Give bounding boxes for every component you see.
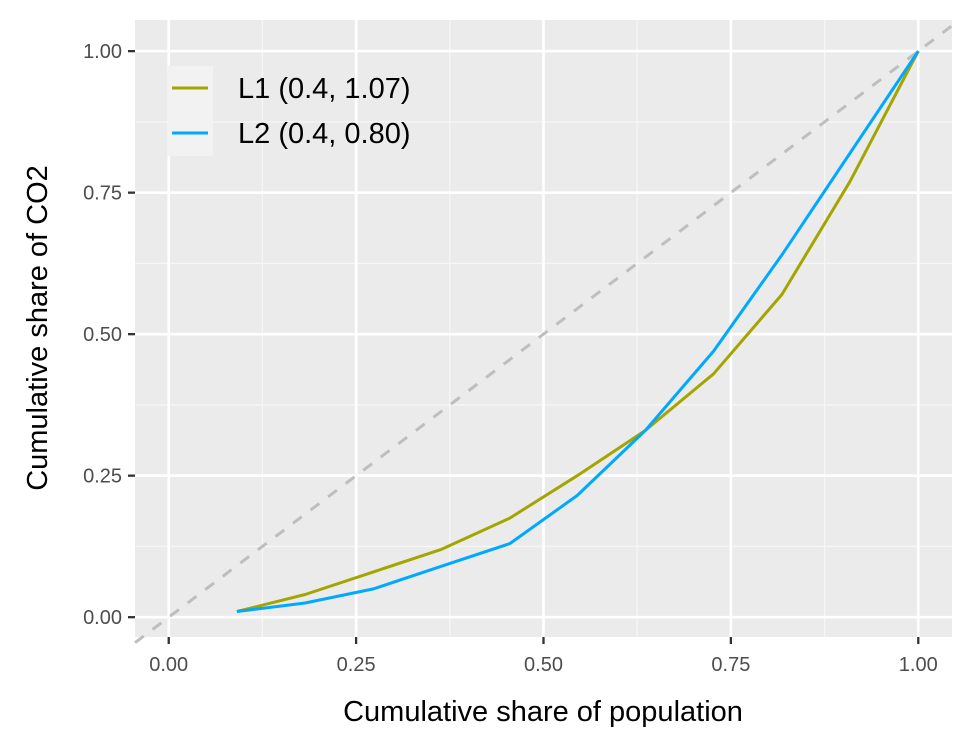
y-tick-label: 0.50	[83, 324, 122, 346]
y-tick-label: 0.25	[83, 466, 122, 488]
legend-label-2: L2 (0.4, 0.80)	[238, 118, 411, 150]
legend: L1 (0.4, 1.07) L2 (0.4, 0.80)	[167, 66, 411, 156]
x-tick-label: 0.00	[149, 654, 188, 676]
x-axis: 0.00 0.25 0.50 0.75 1.00	[149, 637, 938, 676]
y-axis: 0.00 0.25 0.50 0.75 1.00	[83, 41, 135, 629]
legend-label-1: L1 (0.4, 1.07)	[238, 73, 411, 105]
legend-background	[167, 66, 213, 156]
x-axis-title: Cumulative share of population	[343, 696, 743, 728]
x-tick-label: 0.50	[524, 654, 563, 676]
y-axis-title: Cumulative share of CO2	[22, 165, 54, 491]
y-tick-label: 1.00	[83, 41, 122, 63]
x-tick-label: 1.00	[899, 654, 938, 676]
x-tick-label: 0.25	[337, 654, 376, 676]
y-tick-label: 0.00	[83, 607, 122, 629]
series-line-1	[236, 50, 920, 613]
equality-reference-line	[134, 24, 953, 644]
series-line-2	[236, 50, 920, 613]
x-tick-label: 0.75	[711, 654, 750, 676]
series-lines	[236, 50, 920, 613]
y-tick-label: 0.75	[83, 183, 122, 205]
